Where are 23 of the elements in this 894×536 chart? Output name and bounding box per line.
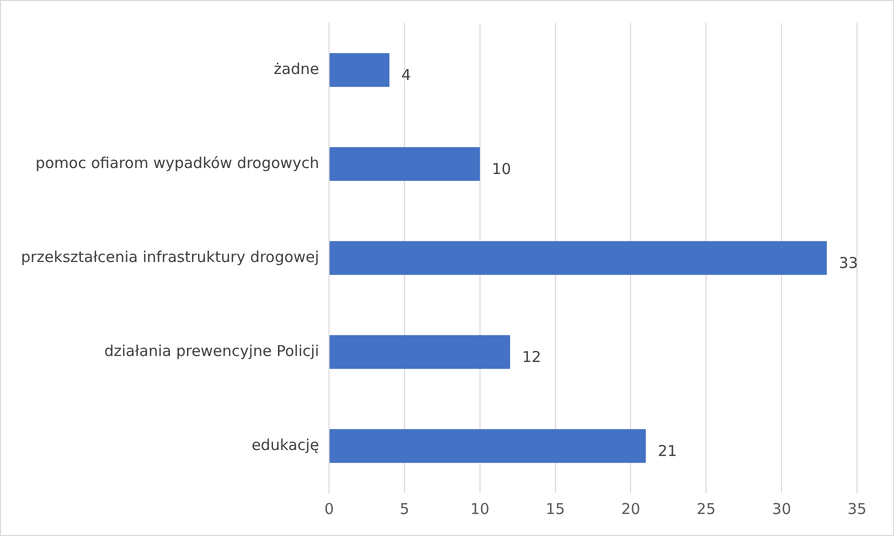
x-tick-label: 0 <box>324 500 334 518</box>
y-tick-label: pomoc ofiarom wypadków drogowych <box>35 154 320 172</box>
y-tick-label: żadne <box>274 60 320 78</box>
data-label: 4 <box>401 66 411 84</box>
y-tick-label: edukację <box>252 436 320 454</box>
x-tick-label: 20 <box>621 500 640 518</box>
y-tick-label: przekształcenia infrastruktury drogowej <box>20 248 320 266</box>
data-label: 33 <box>838 254 858 272</box>
bar <box>330 53 390 87</box>
bar <box>330 147 480 181</box>
data-label: 10 <box>492 160 512 178</box>
y-tick-label: działania prewencyjne Policji <box>104 342 320 360</box>
bar <box>330 335 510 369</box>
bar <box>330 241 827 275</box>
x-tick-label: 5 <box>400 500 410 518</box>
x-tick-label: 15 <box>546 500 565 518</box>
data-label: 12 <box>522 348 542 366</box>
x-tick-label: 25 <box>696 500 716 518</box>
x-tick-label: 10 <box>470 500 490 518</box>
x-tick-label: 35 <box>847 500 867 518</box>
x-tick-label: 30 <box>772 500 792 518</box>
bar <box>330 429 646 463</box>
data-label: 21 <box>658 442 677 460</box>
